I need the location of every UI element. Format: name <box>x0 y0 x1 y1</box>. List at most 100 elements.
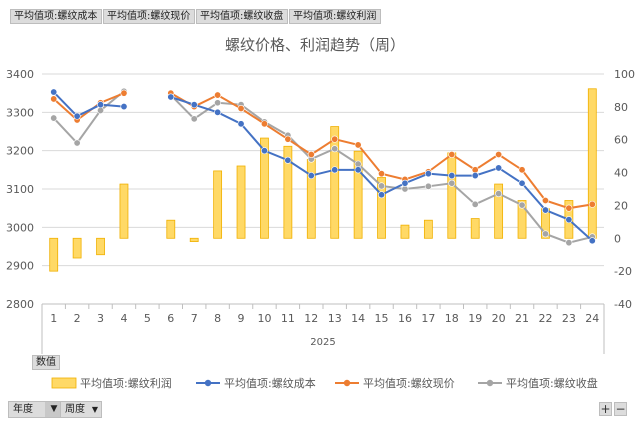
cost-series-point <box>307 172 315 180</box>
profit-bar <box>283 145 293 239</box>
x-tick-label: 3 <box>97 312 104 325</box>
y-left-tick-label: 3300 <box>6 106 34 119</box>
close-series-point <box>424 182 432 190</box>
cost-series-point <box>284 156 292 164</box>
chevron-down-icon: ▼ <box>91 405 98 414</box>
week-filter-button[interactable]: 周度 ▼ <box>60 401 102 418</box>
x-tick-label: 8 <box>214 312 221 325</box>
close-series-point <box>331 145 339 153</box>
price-series-point <box>448 151 456 159</box>
x-tick-label: 4 <box>120 312 127 325</box>
x-tick-label: 7 <box>191 312 198 325</box>
field-button-price[interactable]: 平均值项:螺纹现价 <box>103 9 195 24</box>
cost-series-point <box>518 179 526 187</box>
close-series-point <box>495 190 503 198</box>
close-series-point <box>471 200 479 208</box>
price-series-point <box>518 166 526 174</box>
price-series-point <box>307 151 315 159</box>
x-tick-label: 9 <box>238 312 245 325</box>
week-filter-label: 周度 <box>65 404 85 415</box>
price-series-point <box>284 135 292 143</box>
cost-series-point <box>378 191 386 199</box>
profit-bar <box>494 183 504 239</box>
cost-series-point <box>588 237 596 245</box>
close-series-point <box>214 99 222 107</box>
cost-series-point <box>471 172 479 180</box>
legend-marker-price <box>343 379 351 387</box>
legend-marker-cost <box>204 379 212 387</box>
profit-bar <box>213 170 223 239</box>
collapse-button[interactable]: − <box>614 402 627 416</box>
y-right-tick-label: 0 <box>614 232 621 245</box>
x-tick-label: 14 <box>351 312 365 325</box>
x-tick-label: 5 <box>144 312 151 325</box>
cost-series-line <box>52 91 125 118</box>
x-tick-label: 10 <box>257 312 271 325</box>
profit-bar <box>330 126 340 239</box>
close-series-point <box>401 185 409 193</box>
profit-bar <box>423 219 433 239</box>
close-series-point <box>97 106 105 114</box>
close-series-point <box>378 182 386 190</box>
y-left-tick-label: 3200 <box>6 145 34 158</box>
x-tick-label: 12 <box>304 312 318 325</box>
line-series <box>50 87 596 247</box>
x-tick-label: 22 <box>538 312 552 325</box>
profit-bar <box>166 219 176 239</box>
cost-series-point <box>97 101 105 109</box>
profit-bar <box>236 165 246 239</box>
chart-title: 螺纹价格、利润趋势（周） <box>225 36 405 54</box>
x-tick-label: 17 <box>421 312 435 325</box>
y-right-tick-label: 20 <box>614 199 628 212</box>
field-button-cost[interactable]: 平均值项:螺纹成本 <box>10 9 102 24</box>
profit-bar <box>260 137 269 239</box>
filter-icon[interactable]: ▼ <box>45 402 63 417</box>
y-left-tick-label: 2800 <box>6 298 34 311</box>
cost-series-point <box>73 112 81 120</box>
profit-bar <box>400 224 410 239</box>
year-filter-button[interactable]: 年度 ▼ <box>8 401 64 418</box>
close-series-point <box>565 239 573 247</box>
legend-label: 平均值项:螺纹成本 <box>224 376 316 390</box>
cost-series-point <box>260 147 268 155</box>
price-series-point <box>565 204 573 212</box>
legend-label: 平均值项:螺纹收盘 <box>506 376 598 390</box>
y-right-tick-label: 80 <box>614 101 628 114</box>
y-right-tick-label: 60 <box>614 134 628 147</box>
close-series-point <box>190 115 198 123</box>
cost-series-point <box>120 103 128 111</box>
field-button-close[interactable]: 平均值项:螺纹收盘 <box>196 9 288 24</box>
profit-bar <box>353 150 363 239</box>
price-series-point <box>50 95 58 103</box>
cost-series-point <box>214 108 222 116</box>
y-right-tick-label: 40 <box>614 167 628 180</box>
cost-series-point <box>50 88 58 96</box>
profit-bar <box>49 237 59 272</box>
cost-series-point <box>167 93 175 101</box>
cost-series-point <box>401 179 409 187</box>
x-tick-label: 20 <box>492 312 506 325</box>
x-tick-label: 24 <box>585 312 599 325</box>
profit-bar <box>306 159 316 239</box>
close-series-point <box>73 139 81 147</box>
x-group-label: 2025 <box>310 337 335 348</box>
legend-label: 平均值项:螺纹利润 <box>80 376 172 390</box>
field-button-profit[interactable]: 平均值项:螺纹利润 <box>289 9 381 24</box>
expand-button[interactable]: + <box>599 402 612 416</box>
price-series-point <box>331 135 339 143</box>
price-series-point <box>378 170 386 178</box>
values-field-button[interactable]: 数值 <box>32 355 60 370</box>
x-tick-label: 21 <box>515 312 529 325</box>
profit-bar <box>470 218 480 239</box>
y-right-tick-label: -40 <box>614 298 632 311</box>
cost-series-point <box>331 166 339 174</box>
close-series-line <box>52 90 125 145</box>
cost-series-point <box>190 101 198 109</box>
y-left-tick-label: 2900 <box>6 260 34 273</box>
close-series-point <box>354 160 362 168</box>
legend-swatch-profit <box>51 377 77 389</box>
x-tick-label: 19 <box>468 312 482 325</box>
profit-bar <box>587 88 597 239</box>
profit-bar <box>189 237 199 242</box>
x-tick-label: 16 <box>398 312 412 325</box>
